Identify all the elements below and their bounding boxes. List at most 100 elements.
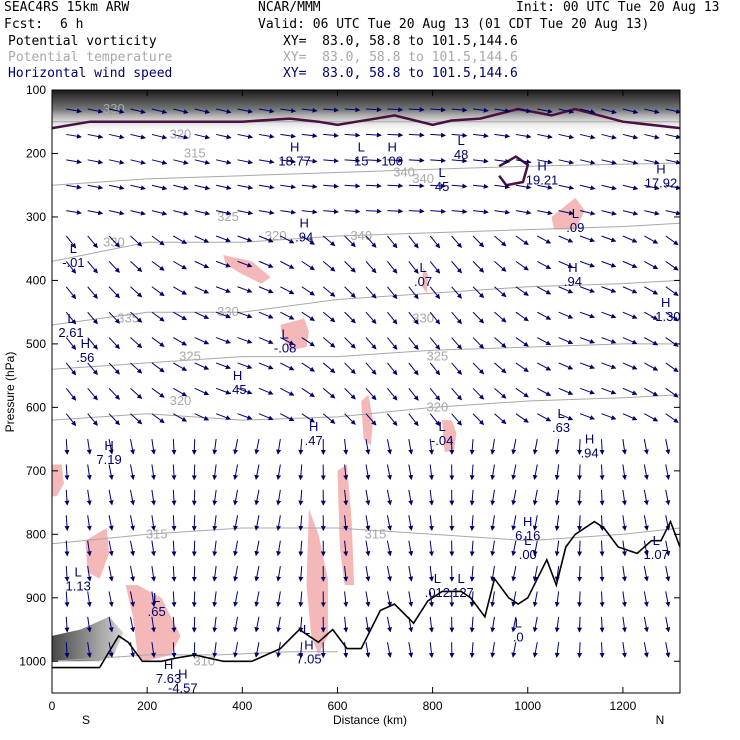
wind-vector — [108, 362, 120, 375]
wind-vector — [130, 184, 146, 191]
wind-vector — [408, 388, 419, 401]
wind-vector — [150, 515, 156, 531]
wind-vector — [387, 362, 398, 376]
pv-extremum-marker: L — [153, 590, 160, 605]
wind-vector — [130, 540, 136, 557]
y-axis-label: Pressure (hPa) — [3, 352, 17, 433]
wind-vector — [428, 642, 434, 658]
low-level-pv-shading — [52, 616, 124, 662]
wind-vector — [194, 311, 210, 319]
wind-vector — [194, 286, 210, 294]
wind-vector — [254, 591, 260, 607]
wind-vector — [644, 108, 660, 115]
wind-vector — [130, 235, 143, 247]
wind-vector — [237, 387, 253, 395]
theta-contour-label: 320 — [427, 399, 449, 414]
wind-vector — [280, 387, 295, 396]
pv-extremum-value: 18.77 — [278, 153, 311, 168]
y-tick-label: 500 — [26, 337, 46, 351]
wind-vector — [87, 210, 104, 216]
wind-vector — [215, 235, 231, 243]
wind-vector — [365, 286, 377, 299]
wind-vector — [601, 260, 617, 268]
wind-vector — [601, 210, 617, 216]
wind-vector — [171, 642, 177, 659]
wind-vector — [212, 439, 218, 455]
wind-vector — [191, 540, 197, 557]
wind-vector — [87, 235, 98, 249]
wind-vector — [323, 132, 339, 138]
wind-vector — [408, 362, 419, 376]
wind-vector — [280, 108, 297, 114]
wind-vector — [386, 439, 392, 455]
wind-vector — [601, 311, 617, 319]
wind-vector — [515, 387, 529, 398]
wind-vector — [323, 158, 339, 164]
header-center: NCAR/MMM — [258, 0, 321, 15]
pv-extremum-value: .63 — [552, 420, 570, 435]
wind-vector — [280, 413, 295, 422]
wind-vector — [254, 616, 260, 633]
wind-vector — [108, 515, 114, 531]
pv-extremum-value: .47 — [305, 433, 323, 448]
wind-vector — [237, 133, 254, 140]
pv-extremum-marker: H — [656, 162, 665, 177]
wind-vector — [298, 616, 304, 633]
wind-vector — [665, 133, 680, 140]
wind-vector — [408, 208, 425, 214]
wind-vector — [643, 642, 649, 658]
wind-vector — [558, 235, 574, 243]
wind-vector — [622, 235, 638, 243]
wind-vector — [215, 311, 231, 319]
wind-vector — [554, 489, 560, 506]
theta-contour-label: 340 — [412, 171, 434, 186]
wind-vector — [301, 158, 318, 164]
pv-positive-region — [306, 508, 328, 655]
wind-vector — [408, 311, 419, 325]
wind-vector — [64, 540, 70, 557]
wind-vector — [428, 616, 434, 633]
wind-vector — [344, 183, 361, 189]
header-valid: Valid: 06 UTC Tue 20 Aug 13 (01 CDT Tue … — [258, 17, 650, 32]
wind-vector — [644, 159, 660, 165]
wind-vector — [66, 184, 82, 190]
wind-vector — [212, 540, 218, 557]
wind-vector — [365, 565, 371, 582]
wind-vector — [66, 159, 82, 165]
wind-vector — [194, 387, 210, 396]
wind-vector — [191, 464, 197, 481]
wind-vector — [387, 235, 398, 249]
wind-vector — [558, 159, 575, 165]
pv-extremum-value: -.04 — [431, 433, 453, 448]
wind-vector — [490, 464, 496, 481]
theta-contour-label: 320 — [265, 228, 287, 243]
wind-vector — [643, 489, 649, 506]
wind-vector — [469, 540, 475, 557]
wind-vector — [537, 311, 552, 320]
wind-vector — [622, 387, 638, 395]
wind-vector — [322, 260, 336, 272]
wind-vector — [130, 210, 146, 216]
wind-vector — [490, 565, 496, 582]
wind-vector — [87, 133, 104, 139]
wind-vector — [276, 515, 282, 531]
wind-vector — [322, 286, 336, 297]
wind-vector — [108, 210, 125, 216]
wind-vector — [233, 565, 239, 582]
wind-vector — [599, 515, 605, 532]
wind-vector — [87, 159, 104, 165]
wind-vector — [276, 591, 282, 608]
pv-2pvu-contour — [52, 107, 680, 130]
wind-vector — [579, 337, 595, 344]
wind-vector — [365, 413, 377, 426]
wind-vector — [469, 616, 475, 633]
wind-vector — [344, 413, 356, 425]
pv-extremum-marker: H — [178, 666, 187, 681]
pv-extremum-marker: L — [439, 419, 446, 434]
wind-vector — [108, 591, 114, 607]
wind-vector — [151, 159, 168, 165]
wind-vector — [537, 387, 552, 396]
pv-positive-region — [52, 464, 64, 497]
wind-vector — [511, 515, 517, 531]
pv-extremum-value: 15 — [354, 153, 368, 168]
